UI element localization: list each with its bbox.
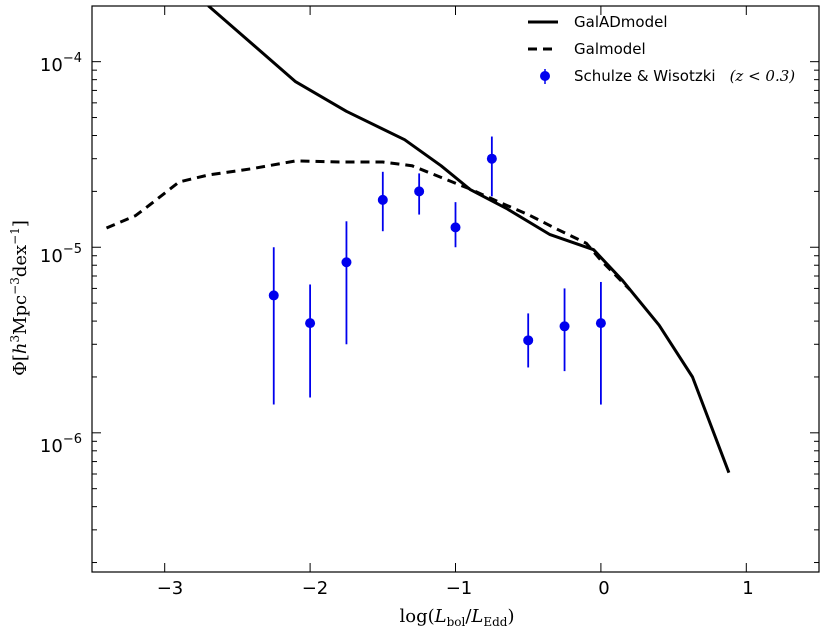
legend-point-swatch (540, 71, 550, 81)
y-tick-label: 10−4 (40, 51, 82, 76)
data-point (523, 335, 534, 346)
x-tick-label: −1 (446, 578, 473, 599)
x-tick-labels: −3 −2 −1 0 1 (157, 578, 754, 599)
data-point (559, 321, 570, 332)
y-axis-label: Φ[h3Mpc−3dex−1] (8, 220, 31, 376)
y-tick-label: 10−5 (40, 242, 82, 267)
legend-label-schulze-wisotzki: Schulze & Wisotzki (z < 0.3) (574, 67, 795, 85)
legend-label-galmodel: Galmodel (574, 40, 646, 58)
x-tick-label: −2 (302, 578, 329, 599)
plot-frame (91, 5, 820, 573)
data-point (305, 318, 316, 329)
x-tick-label: 1 (742, 578, 753, 599)
series-line-galadmodel (207, 6, 731, 474)
data-point (595, 318, 606, 329)
data-point (268, 290, 279, 301)
legend-label-galadmodel: GalADmodel (574, 13, 668, 31)
x-axis-label: log(Lbol/LEdd) (399, 606, 514, 629)
data-point (450, 222, 461, 233)
y-tick-labels: 10−6 10−5 10−4 (40, 51, 82, 457)
data-point (377, 194, 388, 205)
data-point (486, 153, 497, 164)
x-tick-label: 0 (598, 578, 609, 599)
axis-ticks (92, 6, 819, 572)
data-point (414, 186, 425, 197)
data-point (341, 257, 352, 268)
legend: GalADmodel Galmodel Schulze & Wisotzki (z… (528, 13, 795, 85)
axes-frame (91, 5, 820, 573)
x-tick-label: −3 (157, 578, 184, 599)
series-line-galmodel (105, 159, 632, 291)
y-tick-label: 10−6 (40, 432, 82, 457)
plot-content (105, 6, 731, 474)
